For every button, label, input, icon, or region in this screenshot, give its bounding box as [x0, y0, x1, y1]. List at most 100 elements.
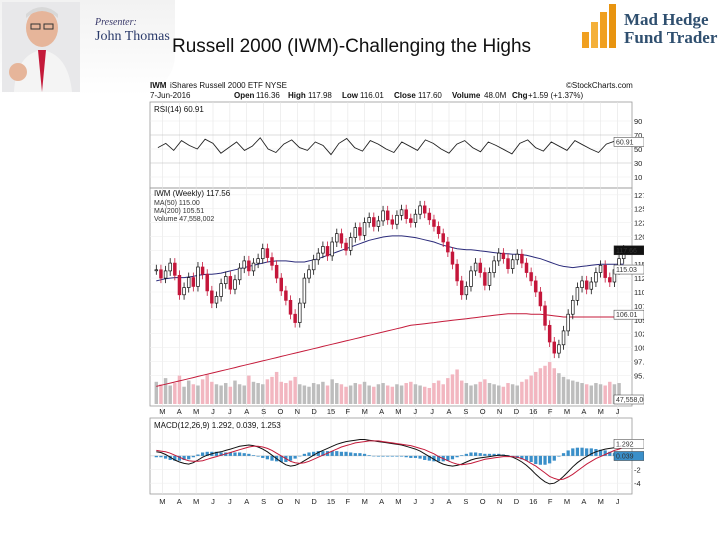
x-tick-label-top: 15: [327, 407, 335, 416]
x-tick-label-bottom: M: [193, 497, 199, 506]
macd-histogram-bar: [163, 455, 168, 459]
price-candle: [196, 266, 200, 287]
volume-last-tag: 47,558,002: [616, 397, 644, 404]
macd-histogram-bar: [450, 455, 455, 460]
macd-histogram-bar: [256, 455, 260, 457]
macd-histogram-bar: [251, 455, 256, 456]
volume-bar: [265, 379, 270, 404]
volume-bar: [270, 376, 274, 404]
macd-histogram-bar: [242, 453, 246, 456]
volume-bar: [274, 371, 279, 404]
header-low-label: Low: [342, 91, 359, 100]
macd-histogram-bar: [214, 451, 219, 456]
volume-bar: [223, 383, 228, 404]
volume-bar: [524, 379, 529, 404]
volume-bar: [186, 380, 191, 404]
volume-bar: [543, 365, 547, 404]
volume-bar: [182, 386, 186, 404]
price-tick-label: 105.0: [634, 316, 644, 325]
price-candle: [348, 237, 353, 251]
macd-histogram-bar: [270, 455, 274, 461]
price-candle: [298, 302, 302, 323]
presenter-block: Presenter: John Thomas: [0, 0, 175, 95]
macd-line: [156, 439, 624, 485]
macd-histogram-bar: [228, 452, 232, 456]
x-tick-label-top: S: [261, 407, 266, 416]
price-candle: [529, 272, 533, 282]
macd-histogram-bar: [367, 455, 371, 456]
volume-bar: [432, 383, 436, 404]
brand-name-line2: Fund Trader: [624, 28, 718, 47]
x-tick-label-bottom: N: [497, 497, 502, 506]
price-candle: [302, 277, 307, 304]
macd-histogram-bar: [200, 452, 205, 456]
macd-histogram-bar: [372, 455, 376, 457]
price-candle: [339, 233, 344, 244]
price-candle: [478, 262, 482, 273]
ma200-tag-box: [613, 309, 644, 320]
volume-bar: [298, 384, 302, 404]
macd-histogram-bar: [265, 455, 269, 460]
volume-bar: [205, 374, 209, 404]
ma50-tag-box: [613, 264, 644, 275]
volume-bar: [256, 383, 260, 404]
x-tick-label-bottom: A: [177, 497, 182, 506]
price-candle: [547, 324, 552, 343]
macd-tick-label: -2: [634, 466, 641, 475]
price-candle: [242, 260, 246, 269]
x-tick-label-top: J: [228, 407, 232, 416]
brand-name-line1: Mad Hedge: [624, 10, 709, 29]
macd-tick-label: -4: [634, 479, 641, 488]
volume-bar: [483, 379, 487, 404]
x-tick-label-top: F: [548, 407, 553, 416]
presenter-avatar: [2, 2, 80, 92]
volume-bar: [422, 386, 427, 404]
price-candle: [191, 277, 196, 287]
volume-bar: [478, 381, 482, 404]
x-tick-label-bottom: O: [480, 497, 486, 506]
rsi-tick-label: 90: [634, 117, 642, 126]
macd-histogram-bar: [288, 455, 293, 461]
x-tick-label-top: A: [244, 407, 249, 416]
volume-bar: [154, 381, 159, 404]
price-candle: [450, 251, 455, 265]
rsi-tick-label: 50: [634, 145, 642, 154]
price-candle: [372, 217, 376, 227]
macd-histogram-bar: [492, 453, 496, 456]
macd-histogram-bar: [455, 455, 459, 458]
x-tick-label-top: A: [581, 407, 586, 416]
price-last-tag: 117.66: [616, 248, 637, 255]
macd-histogram-bar: [395, 455, 399, 457]
price-candle: [561, 330, 566, 346]
macd-histogram-bar: [191, 455, 195, 458]
x-tick-label-top: O: [480, 407, 486, 416]
macd-histogram-bar: [427, 455, 431, 461]
price-candle: [608, 277, 612, 283]
x-tick-label-top: J: [211, 407, 215, 416]
price-candle: [261, 248, 265, 260]
header-volume: 48.0M: [484, 91, 507, 100]
volume-bar: [247, 375, 251, 404]
volume-bar: [464, 383, 469, 404]
x-tick-label-bottom: N: [295, 497, 300, 506]
presenter-label: Presenter:: [95, 17, 137, 28]
price-candle: [497, 252, 501, 262]
volume-bar: [242, 385, 246, 404]
price-candle: [557, 344, 561, 354]
price-candle: [584, 280, 589, 290]
price-tick-label: 115.0: [634, 260, 644, 269]
header-high: 117.98: [308, 91, 332, 100]
macd-histogram-bar: [196, 454, 200, 456]
x-tick-label-bottom: S: [261, 497, 266, 506]
x-tick-label-top: A: [177, 407, 182, 416]
macd-histogram-bar: [520, 455, 524, 460]
volume-bar: [506, 383, 510, 404]
price-tick-label: 125.0: [634, 205, 644, 214]
macd-histogram-bar: [386, 455, 390, 457]
macd-histogram-bar: [469, 452, 473, 456]
volume-bar: [395, 384, 399, 404]
price-candle: [311, 259, 316, 271]
price-candle: [455, 263, 459, 282]
ma50-line: [156, 235, 624, 282]
x-tick-label-bottom: A: [446, 497, 451, 506]
